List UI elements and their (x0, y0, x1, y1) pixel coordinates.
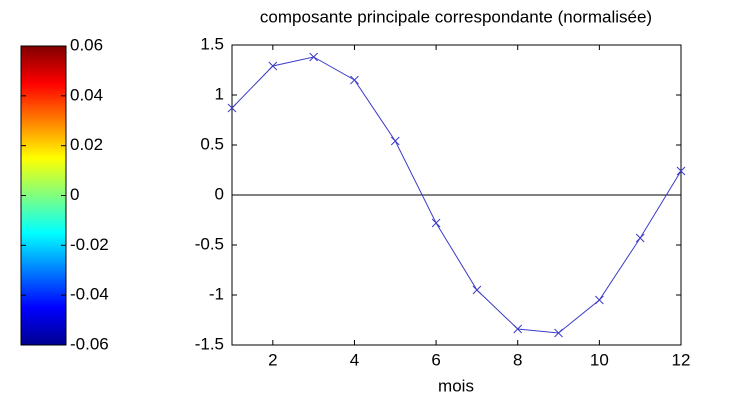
colorbar-tick-label: 0.06 (70, 35, 103, 54)
x-axis-label: mois (438, 376, 474, 395)
y-tick-label: 0.5 (200, 134, 224, 153)
data-point (227, 103, 237, 113)
data-point (431, 218, 441, 228)
colorbar-tick-label: 0 (70, 185, 79, 204)
data-point (309, 52, 318, 62)
data-point (390, 136, 400, 146)
x-tick-label: 8 (513, 350, 522, 369)
data-point (635, 233, 645, 243)
x-tick-label: 12 (672, 350, 691, 369)
data-point (350, 75, 359, 85)
colorbar-tick-label: 0.02 (70, 135, 103, 154)
data-point (513, 324, 523, 334)
x-tick-label: 2 (268, 350, 277, 369)
x-tick-label: 10 (590, 350, 609, 369)
y-tick-label: 1 (215, 84, 224, 103)
colorbar-tick-label: -0.06 (70, 334, 109, 353)
x-tick-label: 6 (431, 350, 440, 369)
x-tick-label: 4 (350, 350, 359, 369)
colorbar-tick-label: -0.04 (70, 285, 109, 304)
colorbar (20, 45, 67, 346)
y-tick-label: -1 (209, 284, 224, 303)
colorbar-tick-label: 0.04 (70, 85, 103, 104)
data-point (595, 295, 604, 305)
data-point (268, 61, 278, 71)
y-tick-label: 1.5 (200, 34, 224, 53)
y-tick-label: -0.5 (195, 234, 224, 253)
data-point (554, 328, 563, 338)
data-point (472, 285, 482, 295)
series-line (231, 56, 682, 334)
y-tick-label: 0 (215, 184, 224, 203)
chart-title: composante principale correspondante (no… (260, 7, 652, 26)
colorbar-tick-label: -0.02 (70, 235, 109, 254)
data-point (676, 166, 686, 176)
y-tick-label: -1.5 (195, 334, 224, 353)
